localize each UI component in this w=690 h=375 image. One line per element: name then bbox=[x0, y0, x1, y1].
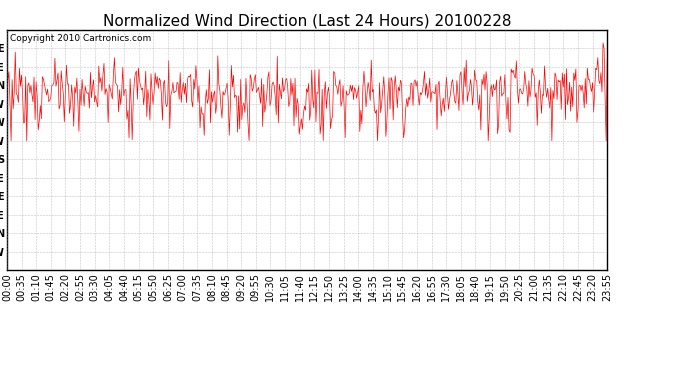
Text: Copyright 2010 Cartronics.com: Copyright 2010 Cartronics.com bbox=[10, 34, 151, 43]
Title: Normalized Wind Direction (Last 24 Hours) 20100228: Normalized Wind Direction (Last 24 Hours… bbox=[103, 14, 511, 29]
